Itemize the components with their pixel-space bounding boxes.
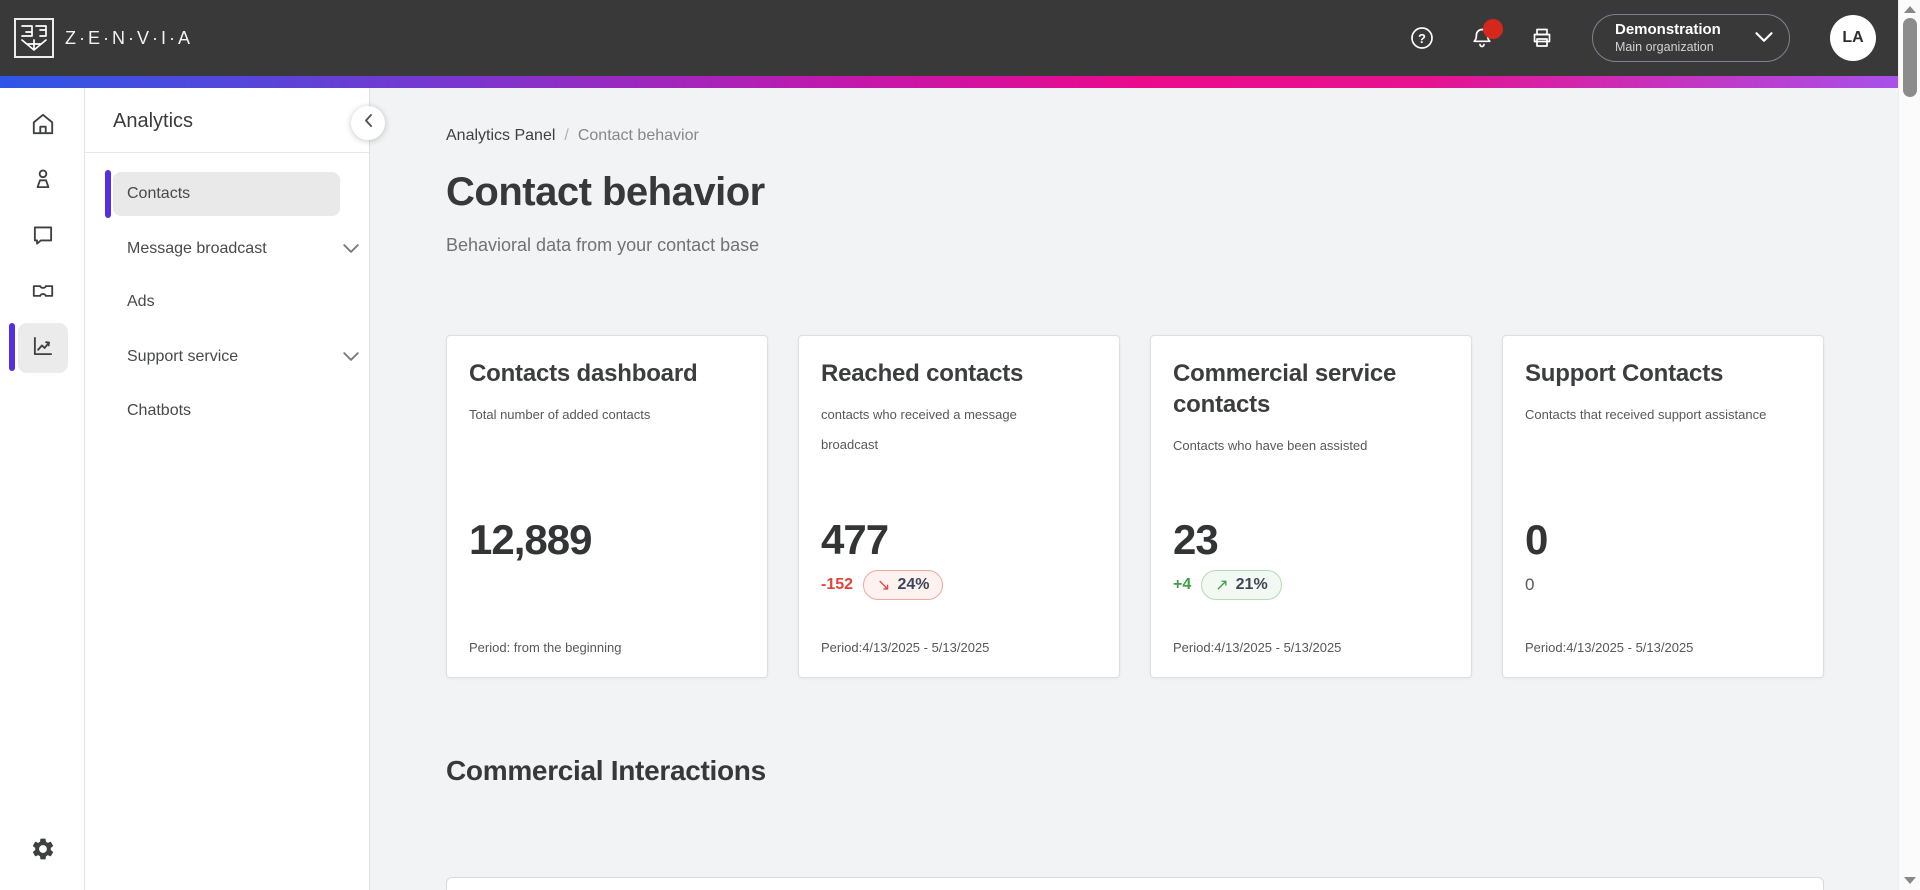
trend-down-arrow-icon: ↘ <box>877 577 891 594</box>
chevron-down-icon <box>1755 29 1773 47</box>
card-description: Contacts that received support assistanc… <box>1525 407 1767 422</box>
menu-item-chatbots[interactable]: Chatbots <box>113 389 340 433</box>
menu-item-label: Message broadcast <box>127 240 267 257</box>
card-title: Reached contacts <box>821 360 1024 387</box>
card-delta-row: -152 ↘ 24% <box>821 570 944 600</box>
card-description: Contacts who have been assisted <box>1173 438 1368 453</box>
chevron-left-icon <box>362 112 375 134</box>
page-title: Contact behavior <box>446 170 765 214</box>
organization-switcher[interactable]: Demonstration Main organization <box>1592 14 1790 62</box>
menu-item-support-service[interactable]: Support service <box>113 335 359 379</box>
menu-item-label: Ads <box>127 293 155 310</box>
settings-gear-icon <box>30 836 56 867</box>
selected-indicator-bar <box>105 170 111 218</box>
vertical-scrollbar[interactable] <box>1898 0 1920 890</box>
menu-item-contacts[interactable]: Contacts <box>113 172 340 216</box>
breadcrumb-separator: / <box>564 127 569 144</box>
sidebar-item-conversations[interactable] <box>18 212 68 262</box>
panel-title: Analytics <box>113 110 194 132</box>
trend-percent: 21% <box>1235 576 1268 593</box>
printer-icon[interactable] <box>1530 26 1554 50</box>
sidebar-item-analytics[interactable] <box>18 323 68 373</box>
card-delta-row: 0 <box>1525 570 1534 600</box>
card-value: 12,889 <box>469 516 592 563</box>
notifications-bell-icon[interactable] <box>1470 19 1503 50</box>
organization-subtitle: Main organization <box>1615 39 1714 54</box>
breadcrumb-analytics-panel[interactable]: Analytics Panel <box>446 127 556 144</box>
chat-bubble-icon <box>30 222 56 253</box>
kpi-card-support-contacts: Support Contacts Contacts that received … <box>1502 335 1824 678</box>
sidebar-item-tickets[interactable] <box>18 268 68 318</box>
card-description: Total number of added contacts <box>469 407 651 422</box>
active-indicator-bar <box>9 323 15 371</box>
scrollbar-up-arrow[interactable] <box>1904 6 1916 13</box>
app-header: Z·E·N·V·I·A ? Demonstration Main organiz… <box>0 0 1898 76</box>
icon-sidebar <box>0 88 85 890</box>
menu-item-ads[interactable]: Ads <box>113 280 340 324</box>
menu-item-message-broadcast[interactable]: Message broadcast <box>113 227 359 271</box>
kpi-card-reached-contacts: Reached contacts contacts who received a… <box>798 335 1120 678</box>
delta-value: 0 <box>1525 575 1535 594</box>
card-title: Contacts dashboard <box>469 360 698 387</box>
analytics-panel: Analytics Contacts Message broadcast Ads… <box>85 88 370 890</box>
panel-collapse-button[interactable] <box>351 106 385 140</box>
home-icon <box>30 111 56 142</box>
user-avatar[interactable]: LA <box>1830 15 1876 61</box>
question-glyph: ? <box>1418 31 1426 46</box>
sidebar-item-contacts[interactable] <box>18 156 68 206</box>
brand-wordmark: Z·E·N·V·I·A <box>65 27 193 48</box>
card-period: Period:4/13/2025 - 5/13/2025 <box>821 640 990 655</box>
breadcrumb-current: Contact behavior <box>577 127 699 144</box>
menu-item-label: Contacts <box>127 185 191 202</box>
card-title: Support Contacts <box>1525 360 1724 387</box>
card-value: 477 <box>821 516 889 563</box>
trend-badge-up: ↗ 21% <box>1201 570 1282 600</box>
help-icon[interactable]: ? <box>1410 26 1434 50</box>
card-description: contacts who received a message broadcas… <box>821 407 1017 452</box>
main-content: Analytics Panel / Contact behavior Conta… <box>371 88 1898 890</box>
chevron-down-icon <box>343 348 359 366</box>
commercial-interactions-card <box>446 877 1824 890</box>
sidebar-item-settings[interactable] <box>18 826 68 876</box>
trend-up-arrow-icon: ↗ <box>1215 577 1229 594</box>
kpi-card-contacts-dashboard: Contacts dashboard Total number of added… <box>446 335 768 678</box>
menu-item-label: Chatbots <box>127 402 192 419</box>
card-period: Period:4/13/2025 - 5/13/2025 <box>1525 640 1694 655</box>
trend-percent: 24% <box>897 576 930 593</box>
trend-badge-down: ↘ 24% <box>863 570 944 600</box>
ticket-icon <box>30 278 56 309</box>
notification-badge-dot <box>1483 19 1503 39</box>
delta-value: +4 <box>1173 576 1192 593</box>
zenvia-logo-icon <box>14 18 54 58</box>
scrollbar-thumb[interactable] <box>1903 18 1917 97</box>
card-period: Period:4/13/2025 - 5/13/2025 <box>1173 640 1342 655</box>
menu-item-label: Support service <box>127 348 239 365</box>
delta-value: -152 <box>821 576 854 593</box>
breadcrumb: Analytics Panel / Contact behavior <box>446 127 699 145</box>
scrollbar-down-arrow[interactable] <box>1904 877 1916 884</box>
card-value: 23 <box>1173 516 1219 563</box>
card-delta-row: +4 ↗ 21% <box>1173 570 1282 600</box>
organization-name: Demonstration <box>1615 20 1721 38</box>
brand-gradient-bar <box>0 76 1898 88</box>
card-period: Period: from the beginning <box>469 640 622 655</box>
page-subtitle: Behavioral data from your contact base <box>446 235 760 255</box>
analytics-chart-icon <box>30 333 56 364</box>
divider <box>85 152 369 153</box>
kpi-card-commercial-service-contacts: Commercial service contacts Contacts who… <box>1150 335 1472 678</box>
chevron-down-icon <box>343 240 359 258</box>
card-value: 0 <box>1525 516 1548 563</box>
contacts-person-icon <box>30 166 56 197</box>
sidebar-item-home[interactable] <box>18 101 68 151</box>
card-title: Commercial service contacts <box>1173 360 1397 418</box>
section-title-commercial-interactions: Commercial Interactions <box>446 755 766 786</box>
